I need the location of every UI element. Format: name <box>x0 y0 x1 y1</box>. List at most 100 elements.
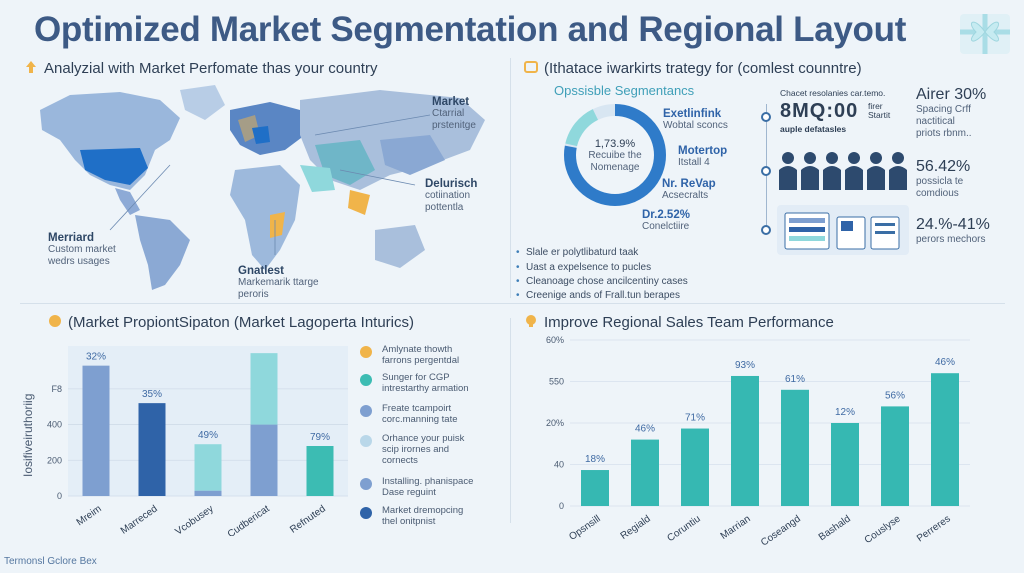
map-label-gnatlest: Gnatlest Markemarik ttarge peroris <box>238 265 319 300</box>
chart1-heading: (Market PropiontSipaton (Market Lagopert… <box>48 314 414 331</box>
chart2-data-label: 61% <box>785 374 805 385</box>
map-label-delurisch: Delurisch cotiination pottentla <box>425 178 478 213</box>
map-middle-east <box>300 165 335 192</box>
stats-big-side: firer Startit <box>868 101 891 120</box>
documents-icon <box>784 212 900 250</box>
chart2-bar <box>681 428 709 506</box>
chart2-bar <box>881 406 909 506</box>
map-australia <box>375 225 425 268</box>
donut-chart <box>564 104 666 206</box>
chart2-data-label: 46% <box>635 424 655 435</box>
map-label-merriard: Merriard Custom market wedrs usages <box>48 232 116 267</box>
chart2-ytick: 20% <box>546 418 564 428</box>
map-germany <box>252 126 270 144</box>
chart1-ytick: 0 <box>57 491 62 501</box>
ribbon-icon <box>960 14 1010 54</box>
chart2-ytick: 550 <box>549 377 564 387</box>
timeline-dot <box>761 166 771 176</box>
chart2-ytick: 60% <box>546 335 564 345</box>
footer-text: Termonsl Gclore Bex <box>4 556 97 567</box>
chart1-category-label: Refnuted <box>288 503 328 535</box>
chart2-data-label: 71% <box>685 413 705 424</box>
chart1-data-label: 35% <box>142 389 162 400</box>
chart2-category-label: Bashald <box>817 513 853 543</box>
chart1-bar <box>250 353 278 425</box>
chart2-data-label: 46% <box>935 357 955 368</box>
donut-center: 1,73.9% Recuibe the Nomenage <box>588 138 642 173</box>
info-icon <box>49 315 61 327</box>
donut-label-1: Exetlinfink Wobtal sconcs <box>663 108 728 131</box>
chart1-legend-item: Market dremopcing thel onitpnist <box>360 505 520 527</box>
stats-header-text: Chacet resolanies car.temo. <box>780 88 886 98</box>
donut-label-4: Dr.2.52% Conelctiire <box>642 209 690 232</box>
chart2-category-label: Opsnsill <box>567 513 602 542</box>
chart1-legend-item: Orhance your puisk scip irornes and corn… <box>360 433 520 466</box>
chart1-ylabel: Iosifiveiruthoriig <box>21 393 35 477</box>
chart1-legend-item: Sunger for CGP intrestarthy armation <box>360 372 520 394</box>
chart2-category-label: Coruntiu <box>665 513 702 544</box>
timeline-dot <box>761 225 771 235</box>
documents-panel <box>777 205 909 255</box>
donut-title: Opssisble Segmentancs <box>554 83 695 98</box>
chart1-category-label: Vcobusey <box>173 503 215 536</box>
map-heading: Analyzial with Market Perfomate thas you… <box>24 60 377 77</box>
map-label-market: Market Ctarrial prstenitge <box>432 96 476 131</box>
stats-sub-text: auple defatasles <box>780 124 847 134</box>
square-icon <box>524 61 538 73</box>
chart1-legend-item: Freate tcampoirt corc.manning tate <box>360 403 520 425</box>
map-usa <box>80 148 148 185</box>
chart1-category-label: Cudbericat <box>226 503 272 536</box>
chart1-legend-item: Installing. phanispace Dase reguint <box>360 476 520 498</box>
chart1-category-label: Mreim <box>75 503 104 528</box>
stat-item-1: Airer 30% Spacing Crff nactitical priots… <box>916 86 987 139</box>
stats-big-number: 8MQ:00 <box>780 100 859 122</box>
map-central-america <box>115 188 140 215</box>
chart2-bar <box>931 373 959 506</box>
chart1-bar <box>138 403 166 496</box>
chart2-data-label: 18% <box>585 454 605 465</box>
vertical-divider <box>510 318 511 523</box>
chart1-bar-base <box>250 424 278 496</box>
chart1-ytick: F8 <box>51 384 62 394</box>
chart2-category-label: Coseangd <box>759 513 803 548</box>
strategy-bullet: Uast a expelsence to pucles <box>516 262 651 273</box>
chart1-bar <box>82 365 110 496</box>
donut-arc-main <box>564 104 666 206</box>
chart2-bar <box>831 423 859 506</box>
chart1-legend-item: Amlynate thowth farrons pergentdal <box>360 344 520 366</box>
world-map <box>40 85 485 290</box>
chart2-data-label: 12% <box>835 407 855 418</box>
strategy-bullet: Creenige ands of Frall.tun berapes <box>516 290 680 301</box>
bulb-icon <box>526 315 536 327</box>
map-south-africa <box>270 212 285 238</box>
chart2-bar <box>731 375 759 506</box>
map-southeast-asia <box>348 190 370 215</box>
donut-label-3: Nr. ReVap Acsecralts <box>662 178 716 201</box>
chart2-category-label: Marrian <box>719 513 753 541</box>
timeline-dot <box>761 112 771 122</box>
chart1-bar-lower <box>306 446 334 496</box>
chart2-data-label: 93% <box>735 360 755 371</box>
vertical-divider <box>510 58 511 298</box>
chart2-bar <box>631 439 659 506</box>
chart1-bar <box>194 444 222 491</box>
chart2-ytick: 0 <box>559 501 564 511</box>
chart2-ytick: 40 <box>554 460 564 470</box>
chart2-category-label: Regiald <box>619 513 653 541</box>
chart1-ytick: 200 <box>47 455 62 465</box>
arrow-up-icon <box>26 61 36 73</box>
people-group-icon <box>779 152 907 190</box>
chart2-bar <box>581 470 609 506</box>
chart1-bar-base <box>194 490 222 496</box>
chart1-data-label: 49% <box>198 430 218 441</box>
donut-label-2: Motertop Itstall 4 <box>678 145 728 168</box>
chart2-category-label: Perreres <box>915 513 953 544</box>
chart2-category-label: Couslyse <box>863 513 903 546</box>
strategy-heading: (Ithatace iwarkirts trategy for (comlest… <box>524 60 862 77</box>
chart1-svg: F8 400 200 0 32% Mreim 35% Marreced 49% Vcobusey C… <box>47 346 348 536</box>
strategy-bullet: Cleanoage chose ancilcentiny cases <box>516 276 688 287</box>
chart2-heading: Improve Regional Sales Team Performance <box>524 314 834 331</box>
strategy-bullet: Slale er polytlibaturd taak <box>516 247 638 258</box>
stat-item-3: 24.%-41% perors mechors <box>916 216 990 245</box>
chart1-ytick: 400 <box>47 420 62 430</box>
